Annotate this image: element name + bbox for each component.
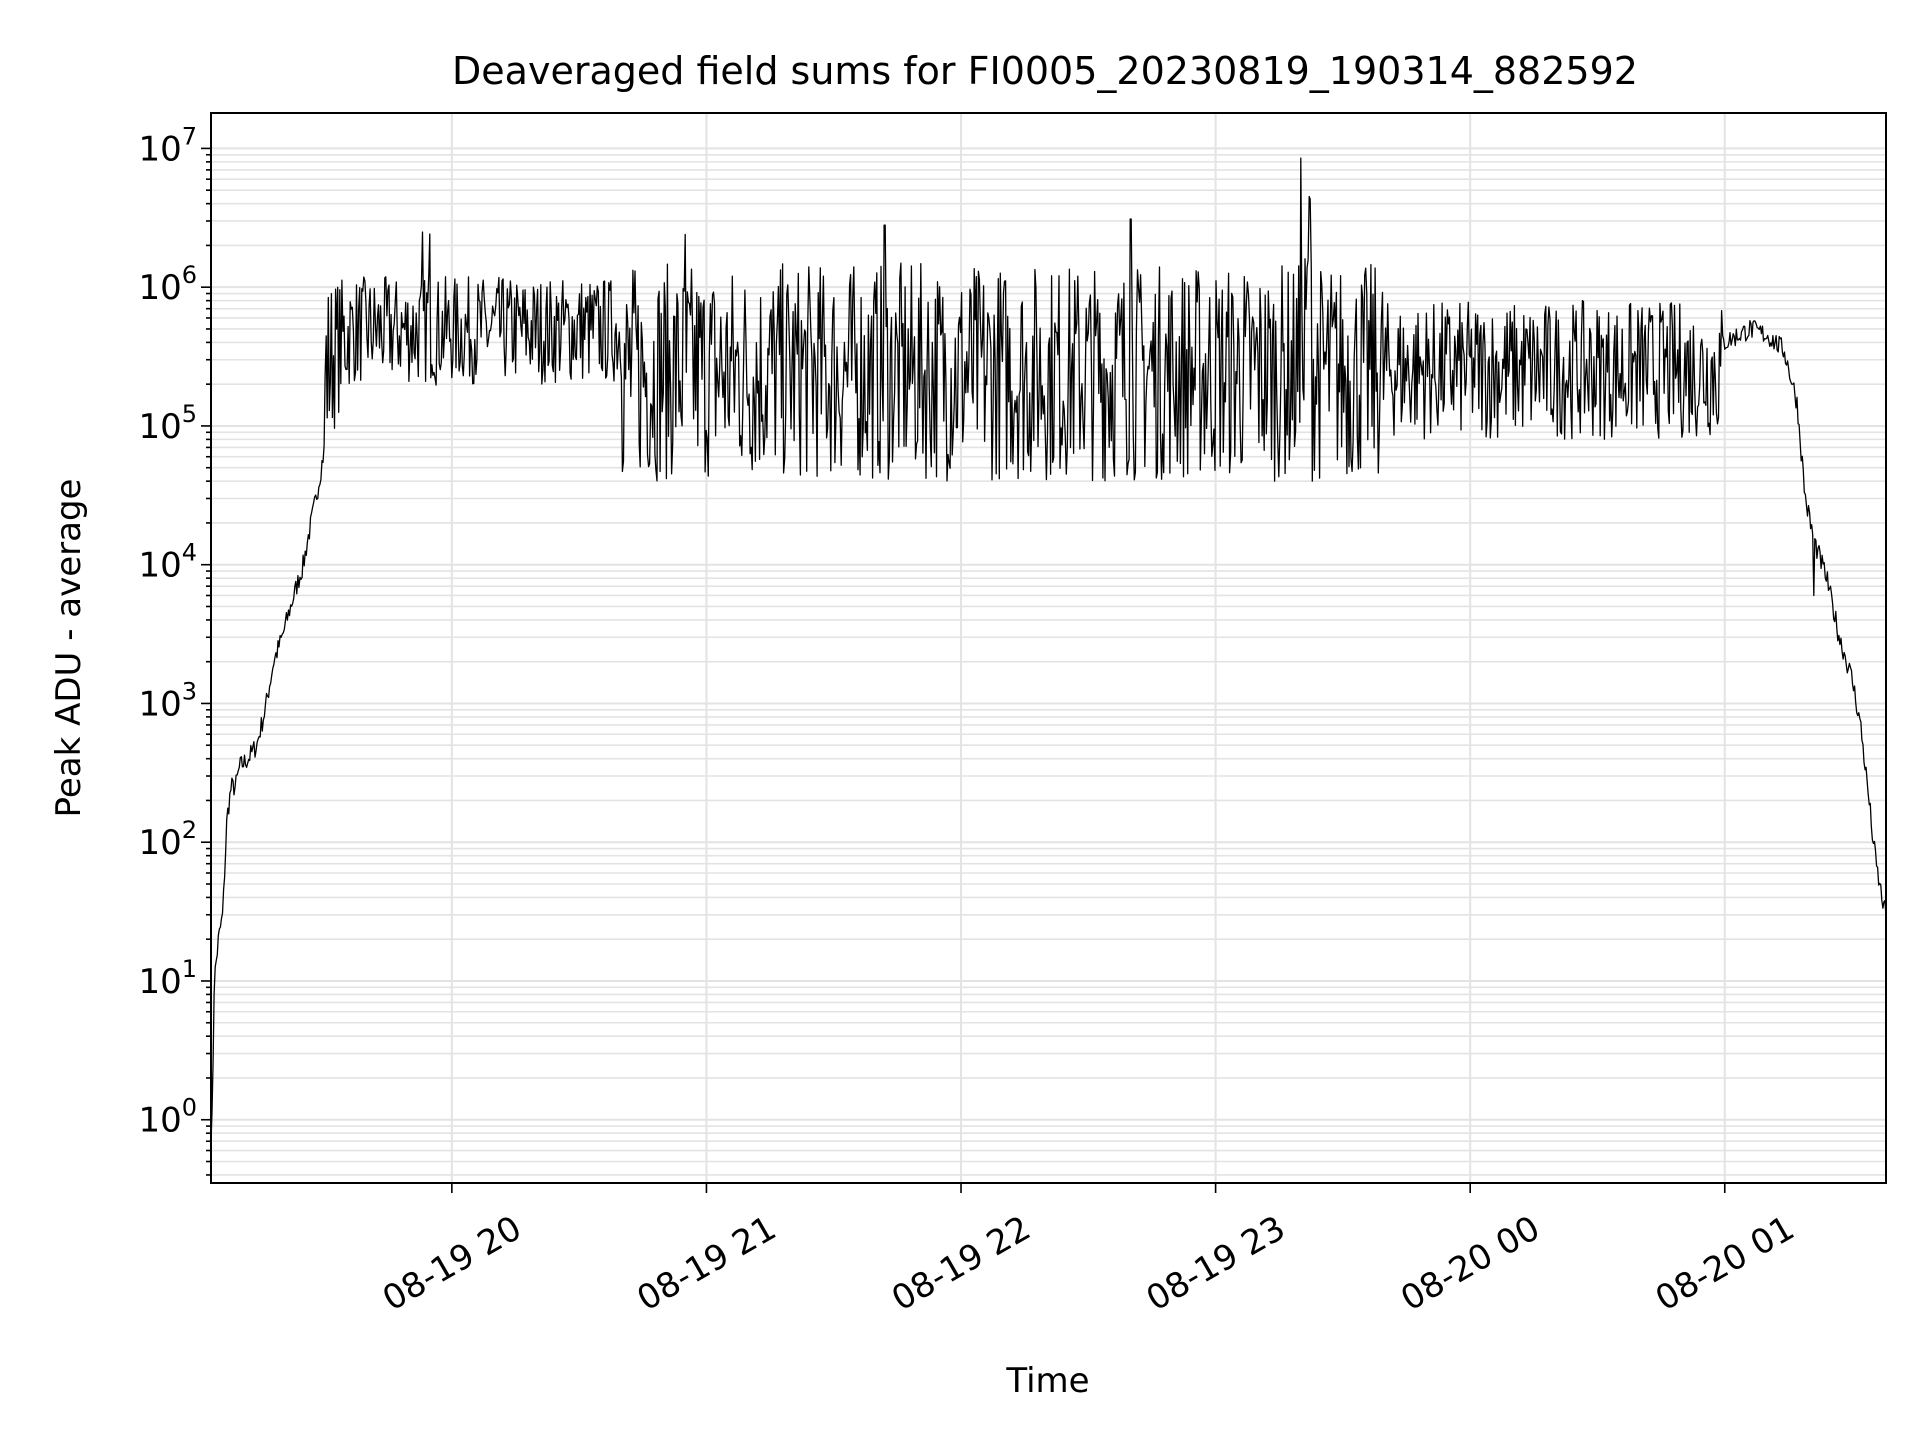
y-tick-label-exponent: 6 (182, 261, 197, 289)
y-tick-label: 100 (138, 1094, 197, 1141)
y-tick-label-base: 10 (138, 962, 181, 1002)
y-tick-label: 106 (138, 261, 197, 308)
x-tick-label: 08-20 00 (1394, 1208, 1546, 1319)
y-tick-label-base: 10 (138, 823, 181, 863)
y-tick-label-exponent: 4 (182, 539, 197, 567)
y-tick-label-exponent: 2 (182, 816, 197, 844)
x-tick-label: 08-19 22 (885, 1208, 1037, 1319)
y-tick-label-base: 10 (138, 684, 181, 724)
grid (211, 113, 1886, 1183)
y-axis-label: Peak ADU - average (49, 479, 89, 818)
chart-title: Deaveraged field sums for FI0005_2023081… (452, 49, 1638, 93)
y-tick-label-base: 10 (138, 546, 181, 586)
y-tick-label-exponent: 5 (182, 400, 197, 428)
x-tick-label: 08-19 23 (1140, 1208, 1292, 1319)
y-tick-label-exponent: 7 (182, 122, 197, 150)
y-tick-label-base: 10 (138, 407, 181, 447)
x-axis: 08-19 20 08-19 21 08-19 22 08-19 23 08-20 00… (376, 1183, 1801, 1319)
x-tick-label: 08-20 01 (1649, 1208, 1801, 1319)
y-tick-label-exponent: 0 (182, 1094, 197, 1122)
y-tick-label: 107 (138, 122, 197, 169)
y-tick-label-exponent: 3 (182, 677, 197, 705)
y-tick-label: 105 (138, 400, 197, 447)
series-layer (210, 157, 1887, 1144)
series-line (210, 157, 1887, 1144)
plot-area-frame (210, 112, 1887, 1184)
y-tick-label: 104 (138, 539, 197, 586)
y-tick-label: 101 (138, 955, 197, 1002)
x-axis-label: Time (1005, 1361, 1089, 1401)
y-tick-label: 102 (138, 816, 197, 863)
x-tick-label: 08-19 21 (631, 1208, 783, 1319)
y-tick-label-base: 10 (138, 268, 181, 308)
y-tick-label-exponent: 1 (182, 955, 197, 983)
y-tick-label: 103 (138, 677, 197, 724)
y-tick-label-base: 10 (138, 1101, 181, 1141)
y-tick-label-base: 10 (138, 129, 181, 169)
x-tick-label: 08-19 20 (376, 1208, 528, 1319)
